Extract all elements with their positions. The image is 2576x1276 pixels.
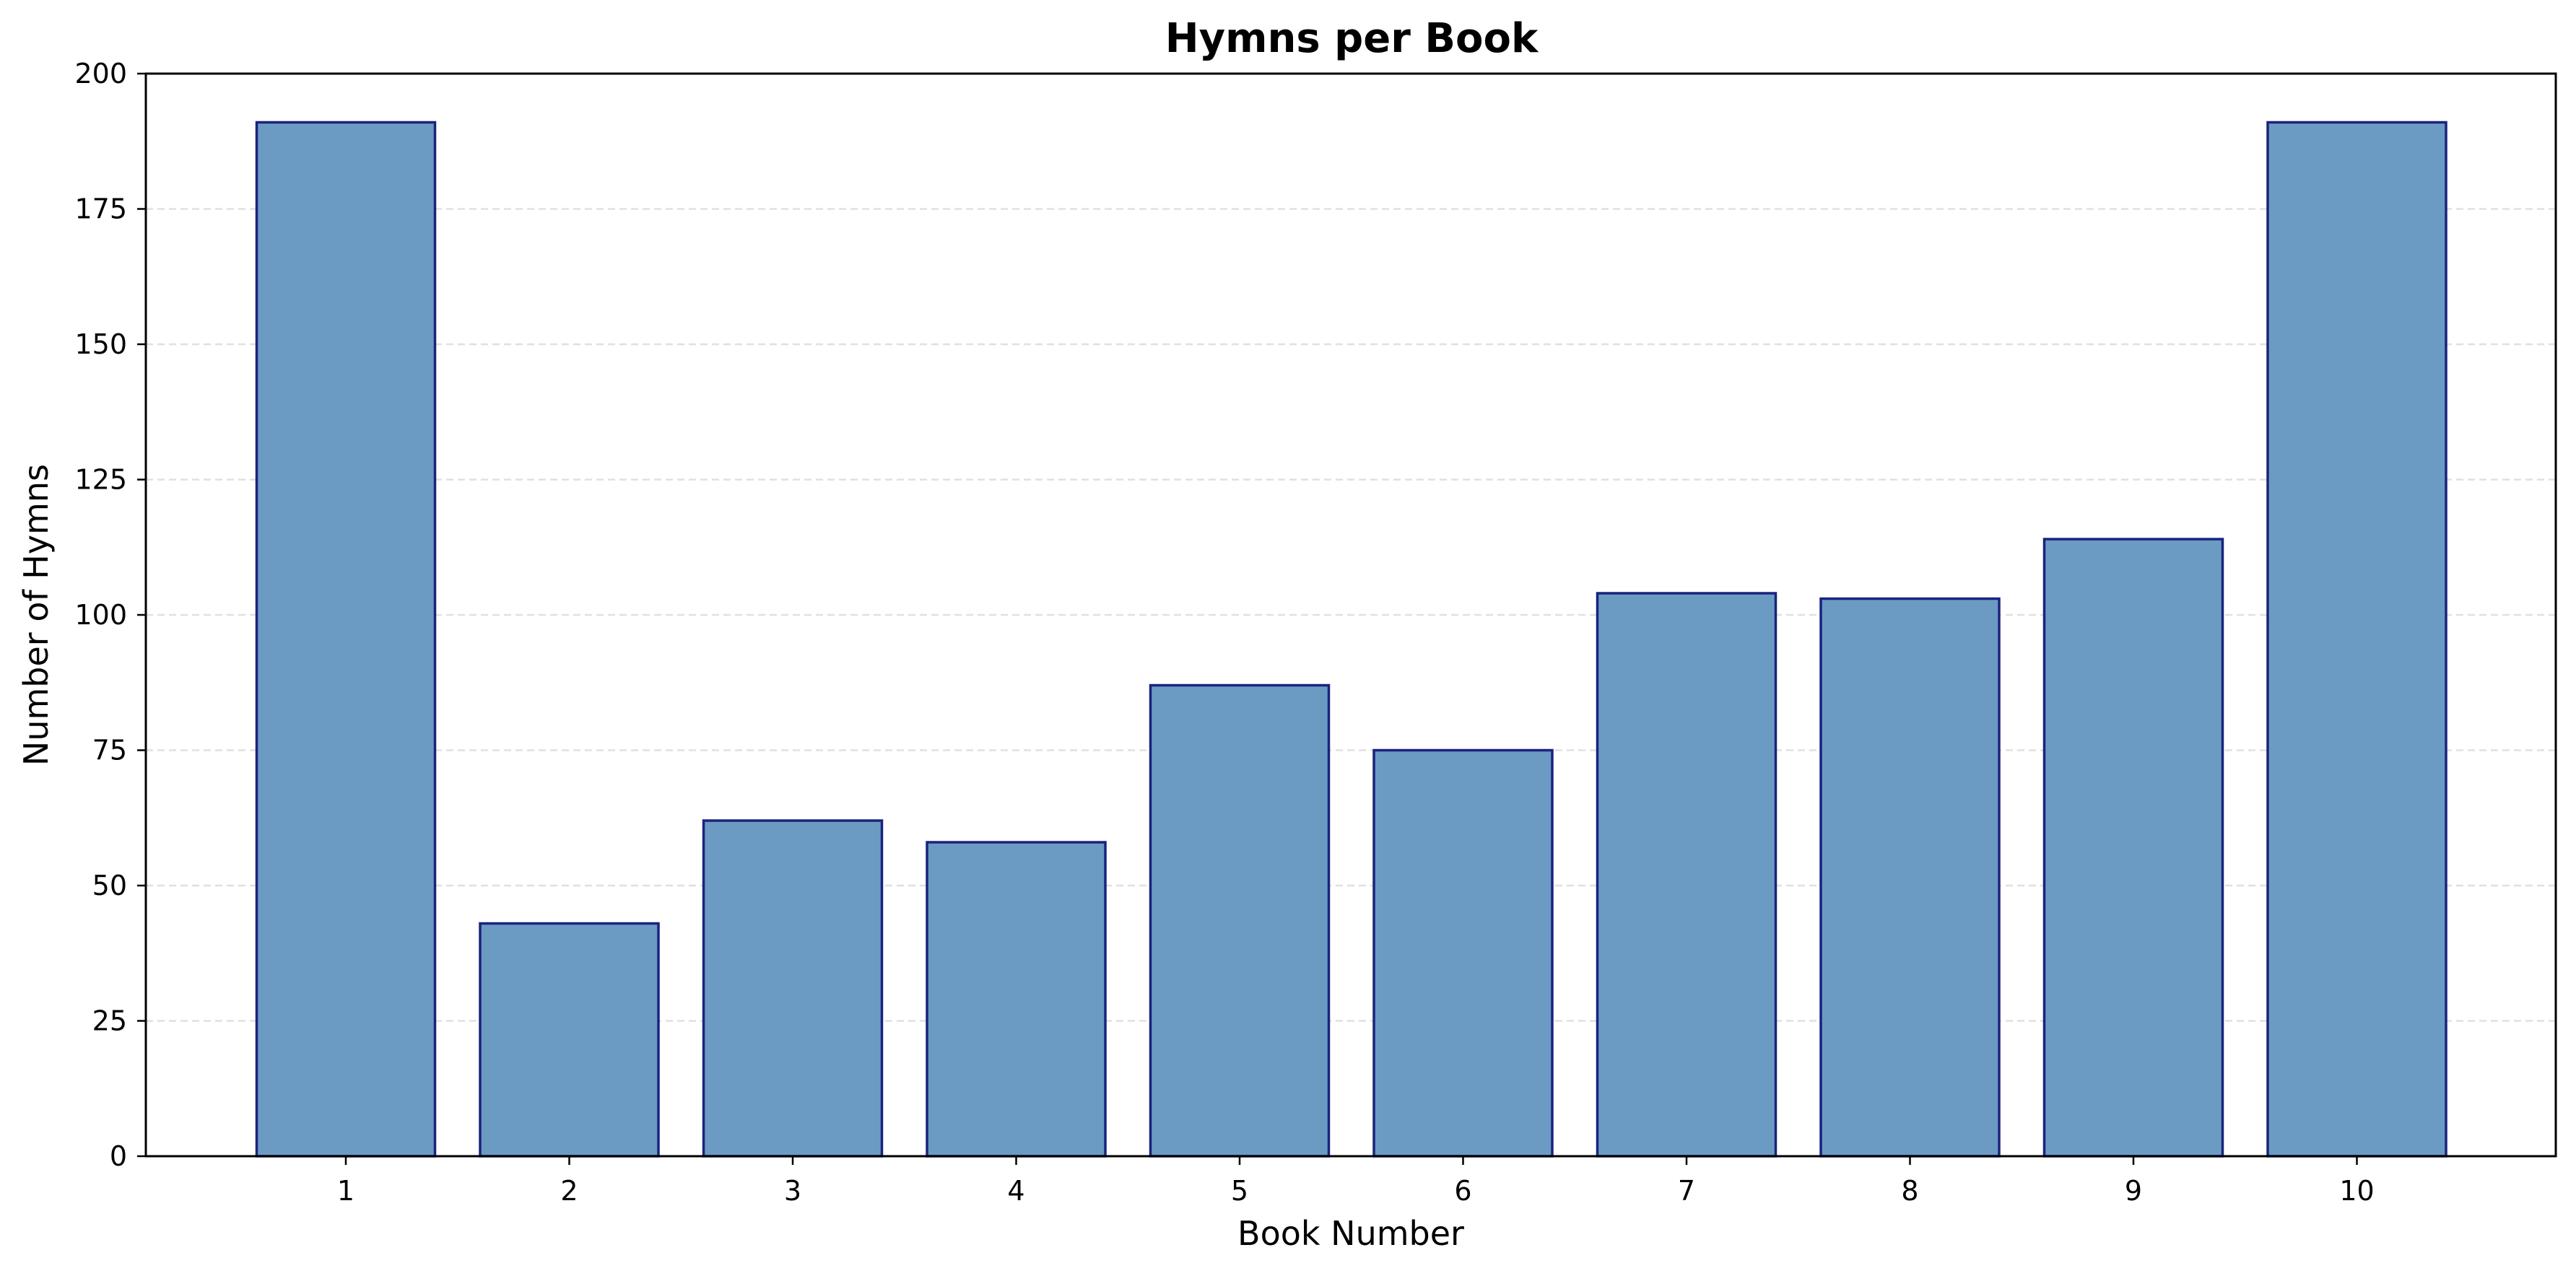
y-tick-label: 50 — [92, 870, 127, 901]
bar-book-10 — [2266, 121, 2447, 1158]
y-tick-label: 200 — [74, 58, 127, 89]
x-tick-label: 4 — [1007, 1175, 1024, 1207]
y-tick-label: 0 — [110, 1140, 127, 1172]
x-tick-label: 5 — [1231, 1175, 1248, 1207]
x-tick-label: 3 — [784, 1175, 801, 1207]
y-tick-label: 75 — [92, 735, 127, 766]
bar-book-3 — [702, 819, 884, 1158]
gridlines — [146, 208, 2556, 1022]
y-axis-label: Number of Hymns — [17, 464, 56, 766]
x-tick-label: 8 — [1901, 1175, 1918, 1207]
y-tick-label: 125 — [74, 464, 127, 496]
bar-book-7 — [1596, 592, 1777, 1158]
x-tick-label: 10 — [2339, 1175, 2374, 1207]
y-tick-label: 150 — [74, 328, 127, 360]
y-tick-label: 25 — [92, 1005, 127, 1037]
bar-book-2 — [479, 922, 660, 1158]
y-axis-ticks: 0 25 50 75 100 125 150 175 200 — [74, 58, 146, 1172]
x-tick-label: 9 — [2125, 1175, 2142, 1207]
bar-book-1 — [255, 121, 437, 1158]
bars — [255, 121, 2447, 1158]
x-tick-label: 6 — [1454, 1175, 1471, 1207]
x-tick-label: 1 — [337, 1175, 354, 1207]
chart-title: Hymns per Book — [1165, 15, 1539, 62]
y-tick-label: 100 — [74, 599, 127, 631]
bar-book-6 — [1372, 748, 1554, 1158]
x-axis-ticks: 1 2 3 4 5 6 7 8 9 10 — [337, 1156, 2375, 1207]
bar-book-5 — [1149, 683, 1331, 1158]
bar-book-4 — [926, 841, 1107, 1158]
y-tick-label: 175 — [74, 193, 127, 225]
bar-book-9 — [2042, 538, 2224, 1158]
x-axis-label: Book Number — [1237, 1214, 1464, 1253]
x-tick-label: 7 — [1678, 1175, 1695, 1207]
x-tick-label: 2 — [560, 1175, 578, 1207]
bar-book-8 — [1819, 597, 2001, 1158]
